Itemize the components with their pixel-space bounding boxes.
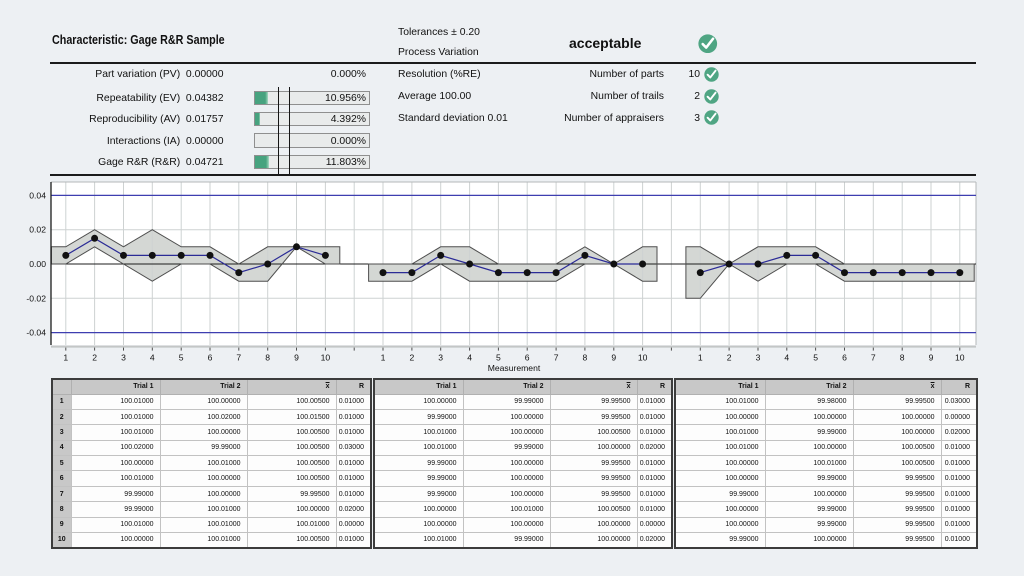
svg-text:10: 10: [321, 353, 331, 363]
svg-text:3: 3: [121, 353, 126, 363]
svg-text:4: 4: [150, 353, 155, 363]
svg-text:3: 3: [438, 353, 443, 363]
svg-text:0.02: 0.02: [29, 225, 46, 235]
svg-text:4: 4: [784, 353, 789, 363]
svg-text:7: 7: [236, 353, 241, 363]
svg-text:3: 3: [756, 353, 761, 363]
svg-text:0.04: 0.04: [29, 190, 46, 200]
svg-text:1: 1: [698, 353, 703, 363]
svg-text:8: 8: [900, 353, 905, 363]
svg-text:6: 6: [525, 353, 530, 363]
svg-text:-0.04: -0.04: [26, 328, 46, 338]
svg-text:1: 1: [63, 353, 68, 363]
svg-text:-0.02: -0.02: [26, 293, 46, 303]
svg-text:7: 7: [871, 353, 876, 363]
svg-text:9: 9: [929, 353, 934, 363]
svg-text:7: 7: [554, 353, 559, 363]
svg-text:4: 4: [467, 353, 472, 363]
svg-text:8: 8: [265, 353, 270, 363]
svg-text:0.00: 0.00: [29, 259, 46, 269]
svg-text:9: 9: [294, 353, 299, 363]
svg-text:5: 5: [813, 353, 818, 363]
svg-text:Measurement: Measurement: [488, 363, 541, 373]
svg-text:1: 1: [381, 353, 386, 363]
svg-text:2: 2: [410, 353, 415, 363]
svg-text:2: 2: [92, 353, 97, 363]
svg-text:6: 6: [842, 353, 847, 363]
svg-text:9: 9: [611, 353, 616, 363]
svg-text:6: 6: [208, 353, 213, 363]
svg-text:8: 8: [583, 353, 588, 363]
svg-text:5: 5: [179, 353, 184, 363]
svg-text:10: 10: [638, 353, 648, 363]
svg-text:10: 10: [955, 353, 965, 363]
svg-text:2: 2: [727, 353, 732, 363]
svg-text:5: 5: [496, 353, 501, 363]
